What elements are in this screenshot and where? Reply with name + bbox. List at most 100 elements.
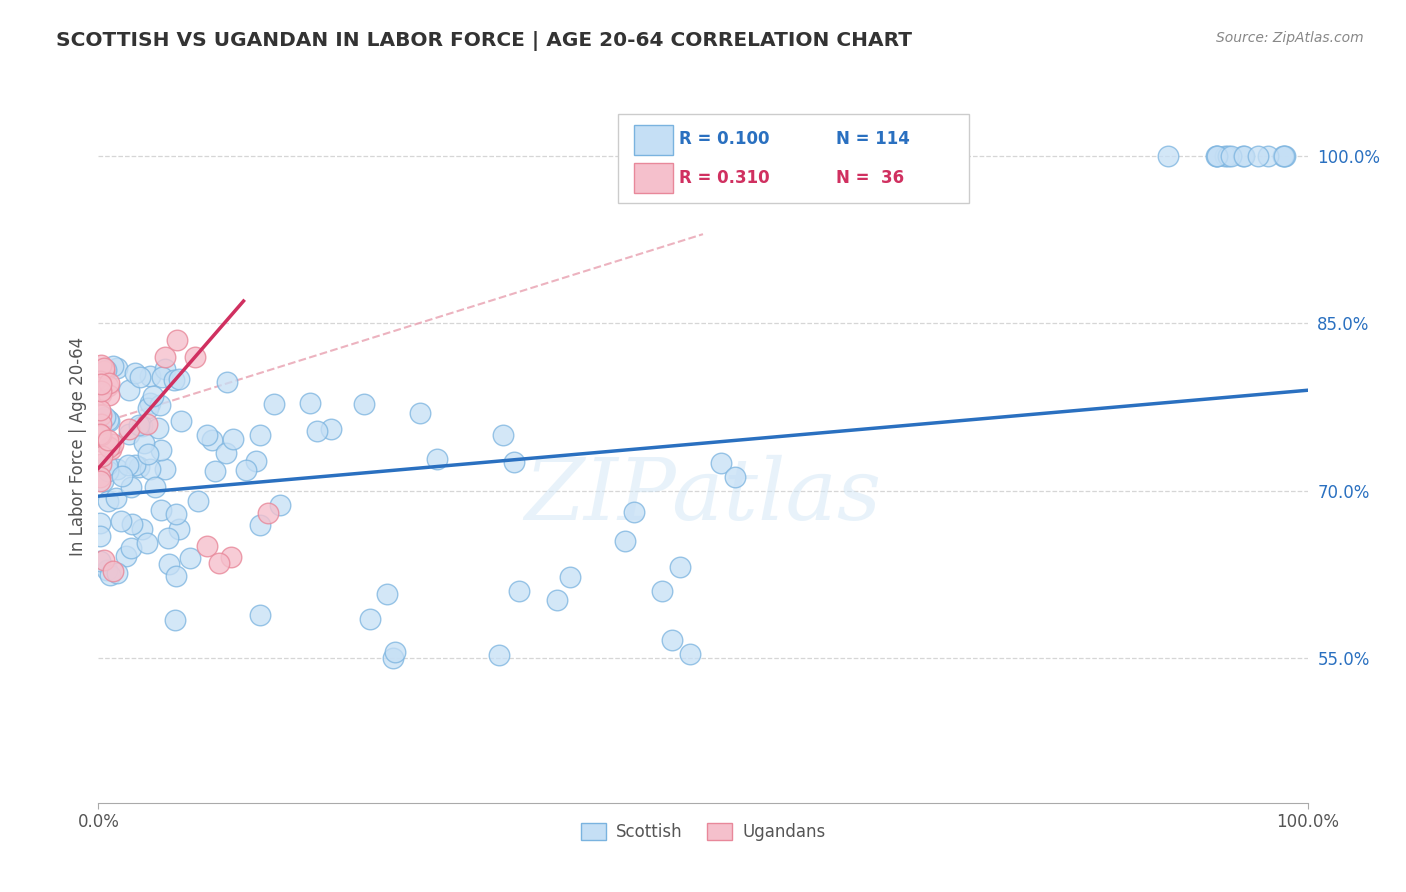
Text: R = 0.310: R = 0.310 bbox=[679, 169, 769, 187]
Point bbox=[90, 409, 112, 423]
Point bbox=[155, 462, 177, 476]
Point bbox=[163, 372, 186, 386]
Point bbox=[89, 469, 111, 483]
Point bbox=[104, 491, 127, 505]
Point bbox=[135, 417, 157, 431]
Y-axis label: In Labor Force | Age 20-64: In Labor Force | Age 20-64 bbox=[69, 336, 87, 556]
Point bbox=[623, 505, 645, 519]
Point bbox=[96, 458, 118, 472]
Point bbox=[503, 455, 526, 469]
Point bbox=[488, 648, 510, 663]
Point bbox=[96, 563, 118, 577]
Point bbox=[709, 456, 731, 470]
Point bbox=[1213, 149, 1236, 163]
Point bbox=[235, 463, 257, 477]
Point bbox=[89, 529, 111, 543]
Point bbox=[131, 419, 153, 434]
Point bbox=[201, 433, 224, 447]
Point bbox=[321, 422, 343, 436]
Point bbox=[89, 426, 111, 441]
Point bbox=[184, 350, 207, 364]
Point bbox=[131, 523, 153, 537]
Point bbox=[179, 551, 201, 566]
Point bbox=[153, 350, 176, 364]
Point bbox=[97, 440, 120, 454]
Point bbox=[679, 647, 702, 661]
Point bbox=[508, 583, 530, 598]
Point bbox=[118, 422, 141, 436]
Text: N = 114: N = 114 bbox=[837, 130, 910, 148]
Legend: Scottish, Ugandans: Scottish, Ugandans bbox=[574, 816, 832, 848]
Point bbox=[100, 568, 122, 582]
Point bbox=[90, 376, 112, 391]
Point bbox=[139, 461, 162, 475]
Point bbox=[148, 399, 170, 413]
Point bbox=[560, 570, 582, 584]
Point bbox=[249, 607, 271, 622]
Point bbox=[128, 370, 150, 384]
Point bbox=[124, 458, 146, 472]
Point bbox=[89, 402, 111, 417]
Point bbox=[118, 427, 141, 442]
Point bbox=[120, 541, 142, 555]
Point bbox=[136, 401, 159, 416]
Point bbox=[97, 433, 120, 447]
Point bbox=[208, 556, 231, 570]
Point bbox=[1272, 149, 1295, 163]
Point bbox=[143, 480, 166, 494]
Point bbox=[101, 564, 124, 578]
Point bbox=[105, 566, 128, 581]
FancyBboxPatch shape bbox=[634, 125, 672, 155]
Point bbox=[90, 417, 112, 432]
Point bbox=[197, 428, 219, 442]
Point bbox=[166, 333, 188, 347]
Point bbox=[215, 375, 238, 389]
Point bbox=[1219, 149, 1241, 163]
Point bbox=[89, 553, 111, 567]
Point bbox=[1216, 149, 1239, 163]
Point bbox=[299, 395, 322, 409]
Point bbox=[90, 376, 112, 391]
Point bbox=[1274, 149, 1296, 163]
Point bbox=[222, 432, 245, 446]
Point bbox=[426, 452, 449, 467]
Point bbox=[256, 506, 278, 520]
Text: Source: ZipAtlas.com: Source: ZipAtlas.com bbox=[1216, 31, 1364, 45]
Point bbox=[138, 447, 160, 461]
Point bbox=[156, 531, 179, 545]
Point bbox=[249, 518, 271, 533]
Point bbox=[1157, 149, 1180, 163]
Point bbox=[90, 359, 112, 373]
Point bbox=[221, 550, 243, 565]
Point bbox=[153, 362, 176, 376]
Point bbox=[124, 366, 146, 380]
Point bbox=[170, 414, 193, 428]
Point bbox=[149, 503, 172, 517]
Point bbox=[1205, 149, 1227, 163]
Point bbox=[91, 435, 114, 450]
Point bbox=[1257, 149, 1279, 163]
Point bbox=[136, 536, 159, 550]
Point bbox=[353, 397, 375, 411]
Point bbox=[93, 552, 115, 567]
Point bbox=[91, 450, 114, 464]
Point bbox=[204, 465, 226, 479]
Point bbox=[90, 384, 112, 398]
Point bbox=[1274, 149, 1296, 163]
Point bbox=[101, 437, 124, 451]
Point bbox=[105, 462, 128, 476]
Point bbox=[1206, 149, 1229, 163]
Point bbox=[249, 427, 271, 442]
Point bbox=[1206, 149, 1229, 163]
Point bbox=[148, 420, 170, 434]
Point bbox=[661, 633, 683, 648]
Point bbox=[165, 507, 187, 521]
Point bbox=[97, 413, 120, 427]
Point bbox=[1233, 149, 1256, 163]
Point bbox=[93, 364, 115, 378]
Point bbox=[138, 368, 160, 383]
Point bbox=[100, 442, 122, 456]
Point bbox=[111, 469, 134, 483]
FancyBboxPatch shape bbox=[619, 114, 969, 203]
Point bbox=[98, 413, 121, 427]
